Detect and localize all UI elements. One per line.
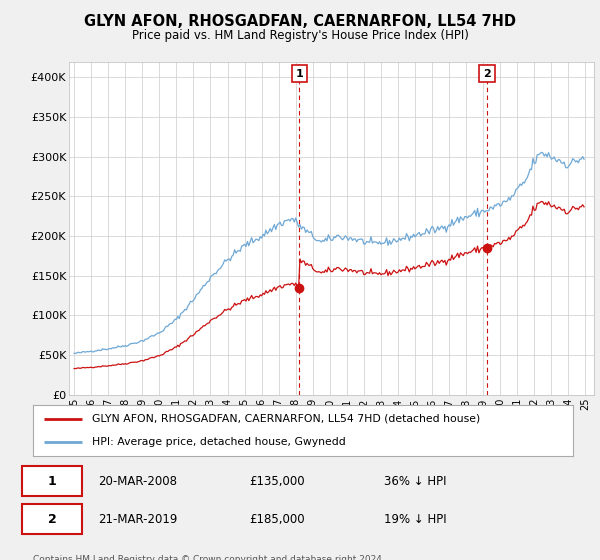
Text: £185,000: £185,000 (249, 512, 305, 526)
Text: 36% ↓ HPI: 36% ↓ HPI (384, 474, 446, 488)
Text: 21-MAR-2019: 21-MAR-2019 (98, 512, 177, 526)
Text: Price paid vs. HM Land Registry's House Price Index (HPI): Price paid vs. HM Land Registry's House … (131, 29, 469, 42)
FancyBboxPatch shape (22, 504, 82, 534)
Text: Contains HM Land Registry data © Crown copyright and database right 2024.
This d: Contains HM Land Registry data © Crown c… (33, 555, 385, 560)
Text: 20-MAR-2008: 20-MAR-2008 (98, 474, 177, 488)
FancyBboxPatch shape (22, 466, 82, 496)
Text: HPI: Average price, detached house, Gwynedd: HPI: Average price, detached house, Gwyn… (92, 437, 346, 447)
Text: GLYN AFON, RHOSGADFAN, CAERNARFON, LL54 7HD (detached house): GLYN AFON, RHOSGADFAN, CAERNARFON, LL54 … (92, 414, 481, 424)
Text: 2: 2 (47, 512, 56, 526)
Text: 2: 2 (483, 68, 491, 78)
Text: £135,000: £135,000 (249, 474, 305, 488)
Text: 1: 1 (47, 474, 56, 488)
Text: GLYN AFON, RHOSGADFAN, CAERNARFON, LL54 7HD: GLYN AFON, RHOSGADFAN, CAERNARFON, LL54 … (84, 14, 516, 29)
Text: 1: 1 (296, 68, 304, 78)
Text: 19% ↓ HPI: 19% ↓ HPI (384, 512, 446, 526)
